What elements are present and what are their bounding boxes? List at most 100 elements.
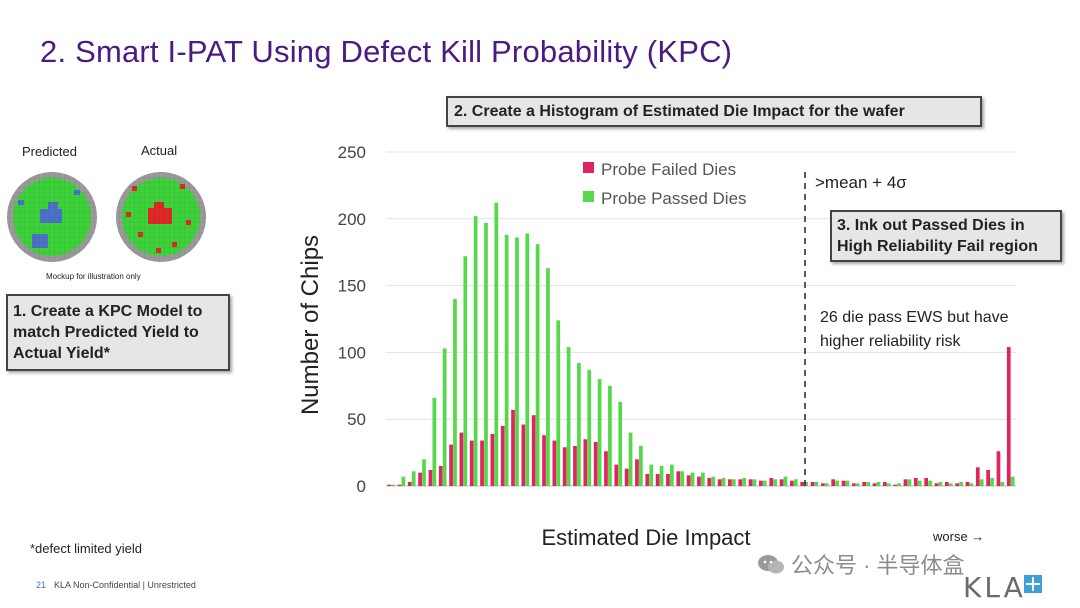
actual-label: Actual (141, 143, 178, 158)
bar-passed (990, 477, 994, 486)
bar-passed (783, 476, 788, 486)
bar-failed (986, 469, 990, 486)
bar-failed (593, 441, 598, 486)
bar-failed (697, 476, 701, 486)
bar-passed (938, 481, 943, 486)
bar-failed (965, 481, 970, 486)
bar-failed (831, 479, 836, 486)
y-tick-label: 200 (338, 210, 366, 229)
bar-failed (459, 432, 464, 486)
mockup-note: Mockup for illustration only (46, 272, 141, 281)
annotation-note-line2: higher reliability risk (820, 333, 961, 350)
bar-passed (979, 479, 984, 486)
bar-passed (928, 480, 932, 486)
legend-passed-swatch (583, 191, 594, 202)
bar-passed (876, 481, 881, 486)
bar-passed (442, 348, 447, 486)
bar-passed (762, 480, 767, 486)
bar-failed (387, 484, 391, 486)
kla-logo-mark (1024, 575, 1042, 593)
footnote: *defect limited yield (30, 541, 142, 556)
bar-passed (701, 472, 705, 486)
bar-passed (793, 479, 798, 486)
bar-passed (814, 481, 819, 486)
bar-passed (907, 479, 912, 486)
bar-failed (779, 479, 784, 486)
bar-passed (1010, 476, 1015, 486)
bar-failed (717, 479, 722, 486)
legend-failed-label: Probe Failed Dies (601, 160, 736, 179)
bar-failed (728, 479, 732, 486)
bar-passed (845, 480, 850, 486)
bar-passed (473, 216, 478, 486)
bar-failed (800, 481, 805, 486)
bar-failed (769, 477, 774, 486)
bar-failed (552, 440, 557, 486)
y-tick-label: 150 (338, 277, 366, 296)
bar-passed (401, 476, 406, 486)
bar-passed (525, 233, 530, 486)
bar-failed (1006, 347, 1011, 486)
bar-passed (587, 369, 592, 486)
bar-failed (573, 445, 577, 486)
bar-failed (490, 433, 495, 486)
footer-text: KLA Non-Confidential | Unrestricted (54, 580, 196, 590)
bar-failed (666, 473, 670, 486)
bar-failed (821, 483, 825, 486)
bar-passed (680, 471, 685, 486)
bar-failed (790, 480, 794, 486)
bar-failed (614, 464, 619, 486)
bar-failed (438, 465, 443, 486)
bar-passed (866, 481, 870, 486)
bar-failed (604, 451, 608, 486)
bar-failed (872, 483, 877, 486)
threshold-label: >mean + 4σ (815, 173, 907, 192)
bar-passed (535, 244, 540, 486)
bar-passed (422, 459, 426, 486)
bar-passed (959, 481, 963, 486)
footer: 21 KLA Non-Confidential | Unrestricted (36, 580, 196, 590)
bar-passed (835, 480, 839, 486)
bar-failed (903, 479, 908, 486)
bar-failed (562, 447, 567, 486)
bar-failed (707, 477, 712, 486)
bar-passed (546, 268, 550, 486)
bar-passed (618, 401, 623, 486)
bar-failed (511, 409, 515, 486)
bar-passed (804, 481, 808, 486)
predicted-wafer-map (7, 172, 97, 262)
y-tick-labels: 0 50 100 150 200 250 (338, 143, 366, 496)
legend-failed-swatch (583, 162, 594, 173)
bar-passed (463, 256, 468, 486)
bar-failed (449, 444, 453, 486)
bar-passed (597, 379, 602, 486)
predicted-label: Predicted (22, 144, 77, 159)
y-axis-label: Number of Chips (297, 235, 324, 415)
annotation-note-line1: 26 die pass EWS but have (820, 309, 1009, 326)
y-tick-label: 250 (338, 143, 366, 162)
bar-failed (583, 439, 588, 486)
bar-passed (484, 222, 488, 486)
bar-failed (996, 451, 1001, 486)
bar-passed (948, 483, 953, 486)
wafer-maps (7, 172, 206, 262)
bar-failed (738, 479, 743, 486)
y-tick-label: 0 (357, 477, 366, 496)
bar-failed (686, 475, 691, 486)
y-tick-label: 50 (347, 410, 366, 429)
bar-passed (608, 385, 612, 486)
bar-failed (428, 469, 433, 486)
bar-passed (886, 483, 891, 486)
slide-title: 2. Smart I-PAT Using Defect Kill Probabi… (40, 34, 733, 69)
watermark-text: 公众号 · 半导体盒 (791, 553, 965, 578)
bar-passed (432, 397, 437, 486)
bar-failed (531, 415, 536, 486)
bar-passed (566, 347, 571, 486)
legend-passed-label: Probe Passed Dies (601, 189, 747, 208)
worse-label: worse → (932, 529, 984, 544)
bar-failed (934, 483, 939, 486)
bar-failed (676, 471, 681, 486)
bar-failed (955, 483, 959, 486)
bar-failed (624, 468, 629, 486)
